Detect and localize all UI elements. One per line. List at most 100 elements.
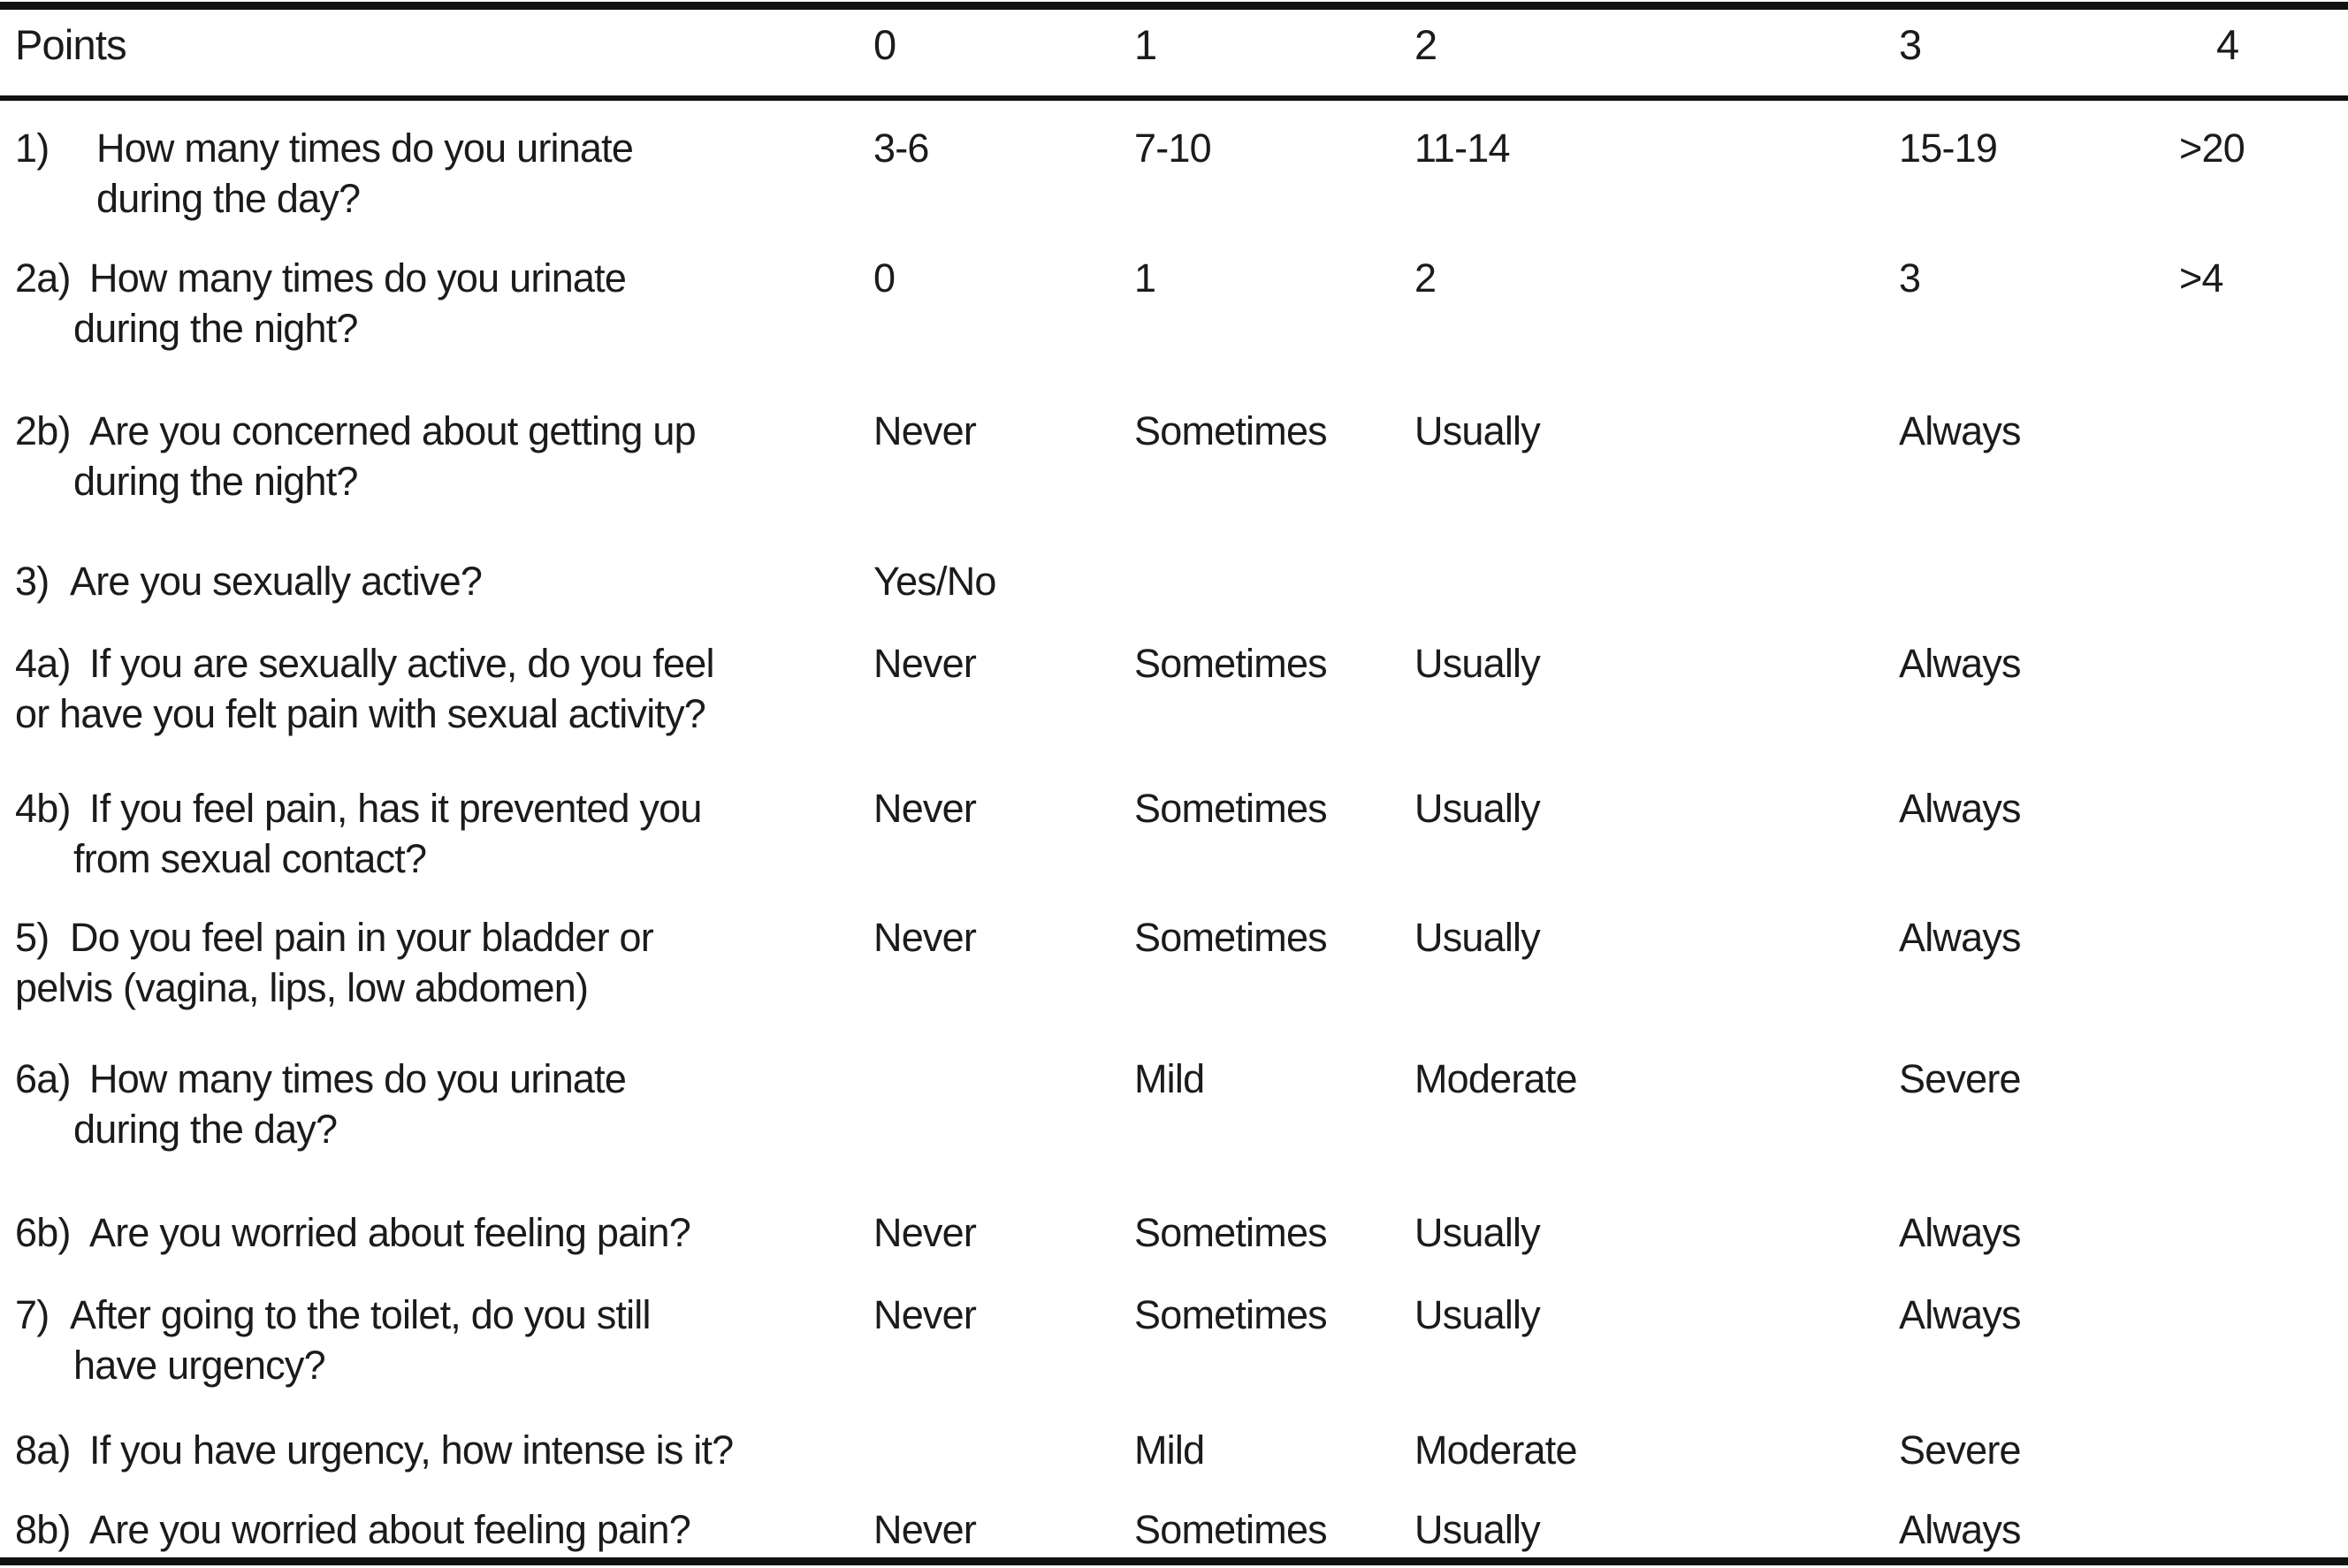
score-cell-0: Yes/No xyxy=(873,559,996,604)
header-separator-rule xyxy=(0,95,2348,101)
score-cell-0: Never xyxy=(873,1292,977,1337)
table-row: 4a) If you are sexually active, do you fe… xyxy=(15,638,2348,739)
question-text: Are you concerned about getting up xyxy=(89,408,697,453)
score-cell-2: Usually xyxy=(1414,641,1541,686)
question-text-line2: during the night? xyxy=(73,459,358,504)
question-number: 8b) xyxy=(15,1507,71,1552)
score-cell-0: 0 xyxy=(873,255,896,301)
question-text-line2: during the day? xyxy=(96,176,361,221)
question-text: If you have urgency, how intense is it? xyxy=(89,1427,734,1473)
table-row: 7) After going to the toilet, do you stil… xyxy=(15,1290,2348,1390)
question-cell: 4b) If you feel pain, has it prevented yo… xyxy=(15,783,873,884)
top-rule xyxy=(0,2,2348,10)
score-cell-4 xyxy=(2179,1425,2348,1475)
question-cell: 1) How many times do you urinate during t… xyxy=(15,123,873,224)
question-text-line2: during the night? xyxy=(73,306,358,351)
question-text-line2: have urgency? xyxy=(73,1343,326,1388)
table-row: 6b) Are you worried about feeling pain? N… xyxy=(15,1207,2348,1258)
question-number: 1) xyxy=(15,126,50,171)
header-col-1: 1 xyxy=(1134,21,1157,68)
table-row: 5) Do you feel pain in your bladder or pe… xyxy=(15,912,2348,1013)
score-cell-4 xyxy=(2179,1054,2348,1154)
score-cell-2: Moderate xyxy=(1414,1056,1578,1101)
table-row: 1) How many times do you urinate during t… xyxy=(15,123,2348,224)
question-cell: 4a) If you are sexually active, do you fe… xyxy=(15,638,873,739)
question-number: 3) xyxy=(15,559,50,604)
question-cell: 6b) Are you worried about feeling pain? xyxy=(15,1207,873,1258)
question-number: 6b) xyxy=(15,1210,71,1255)
score-cell-1: Sometimes xyxy=(1134,1292,1328,1337)
score-cell-2: Moderate xyxy=(1414,1427,1578,1473)
score-cell-1: Sometimes xyxy=(1134,641,1328,686)
table-row: 6a) How many times do you urinate during … xyxy=(15,1054,2348,1154)
score-cell-4 xyxy=(2179,556,2348,606)
question-number: 7) xyxy=(15,1292,50,1337)
header-col-0: 0 xyxy=(873,21,896,68)
question-number: 8a) xyxy=(15,1427,71,1473)
score-cell-2: Usually xyxy=(1414,915,1541,960)
question-text-line2: pelvis (vagina, lips, low abdomen) xyxy=(15,965,589,1010)
table-row: 8b) Are you worried about feeling pain? N… xyxy=(15,1504,2348,1555)
score-cell-1: Mild xyxy=(1134,1056,1205,1101)
question-number: 2b) xyxy=(15,408,71,453)
question-number: 4b) xyxy=(15,786,71,831)
question-text: If you are sexually active, do you feel xyxy=(89,641,715,686)
question-text-line2: during the day? xyxy=(73,1107,338,1152)
table-row: 2a) How many times do you urinate during … xyxy=(15,253,2348,354)
score-cell-4 xyxy=(2179,1207,2348,1258)
question-cell: 8b) Are you worried about feeling pain? xyxy=(15,1504,873,1555)
score-cell-2: Usually xyxy=(1414,408,1541,453)
score-cell-3: Severe xyxy=(1899,1056,2022,1101)
score-cell-2: 11-14 xyxy=(1414,126,1511,171)
question-text: Are you sexually active? xyxy=(70,559,483,604)
score-cell-3: Severe xyxy=(1899,1427,2022,1473)
score-cell-4 xyxy=(2179,912,2348,1013)
score-cell-3 xyxy=(1899,556,2179,606)
score-cell-3: Always xyxy=(1899,408,2022,453)
score-cell-2: 2 xyxy=(1414,255,1437,301)
score-cell-3: Always xyxy=(1899,1292,2022,1337)
question-text-line2: or have you felt pain with sexual activi… xyxy=(15,691,706,736)
score-cell-2 xyxy=(1414,556,1899,606)
question-text: After going to the toilet, do you still xyxy=(70,1292,652,1337)
header-points-label: Points xyxy=(15,21,127,68)
score-cell-3: Always xyxy=(1899,915,2022,960)
question-text: How many times do you urinate xyxy=(89,1056,627,1101)
score-cell-2: Usually xyxy=(1414,1210,1541,1255)
score-cell-3: Always xyxy=(1899,786,2022,831)
score-cell-4: >20 xyxy=(2179,126,2245,171)
score-cell-3: Always xyxy=(1899,641,2022,686)
question-number: 4a) xyxy=(15,641,71,686)
question-cell: 7) After going to the toilet, do you stil… xyxy=(15,1290,873,1390)
score-cell-3: 15-19 xyxy=(1899,126,1998,171)
question-cell: 6a) How many times do you urinate during … xyxy=(15,1054,873,1154)
score-cell-4 xyxy=(2179,1290,2348,1390)
score-cell-0 xyxy=(873,1054,1134,1154)
question-cell: 8a) If you have urgency, how intense is i… xyxy=(15,1425,873,1475)
score-cell-0: Never xyxy=(873,1210,977,1255)
score-cell-4 xyxy=(2179,783,2348,884)
question-text: Do you feel pain in your bladder or xyxy=(70,915,654,960)
question-cell: 2b) Are you concerned about getting up du… xyxy=(15,406,873,506)
score-cell-0: Never xyxy=(873,915,977,960)
score-cell-0: 3-6 xyxy=(873,126,929,171)
score-cell-0: Never xyxy=(873,786,977,831)
header-col-4: 4 xyxy=(2216,21,2239,68)
table-row: 8a) If you have urgency, how intense is i… xyxy=(15,1425,2348,1475)
score-cell-1: 7-10 xyxy=(1134,126,1212,171)
question-cell: 2a) How many times do you urinate during … xyxy=(15,253,873,354)
score-cell-1: 1 xyxy=(1134,255,1156,301)
score-cell-1: Sometimes xyxy=(1134,408,1328,453)
score-cell-4 xyxy=(2179,1504,2348,1555)
question-text: How many times do you urinate xyxy=(89,255,627,301)
table-row: 4b) If you feel pain, has it prevented yo… xyxy=(15,783,2348,884)
score-cell-1: Sometimes xyxy=(1134,1210,1328,1255)
question-text: If you feel pain, has it prevented you xyxy=(89,786,702,831)
question-text: Are you worried about feeling pain? xyxy=(89,1507,691,1552)
score-cell-4 xyxy=(2179,638,2348,739)
score-cell-0 xyxy=(873,1425,1134,1475)
score-cell-0: Never xyxy=(873,408,977,453)
score-cell-0: Never xyxy=(873,1507,977,1552)
question-text: Are you worried about feeling pain? xyxy=(89,1210,691,1255)
table-row: 3) Are you sexually active? Yes/No xyxy=(15,556,2348,606)
